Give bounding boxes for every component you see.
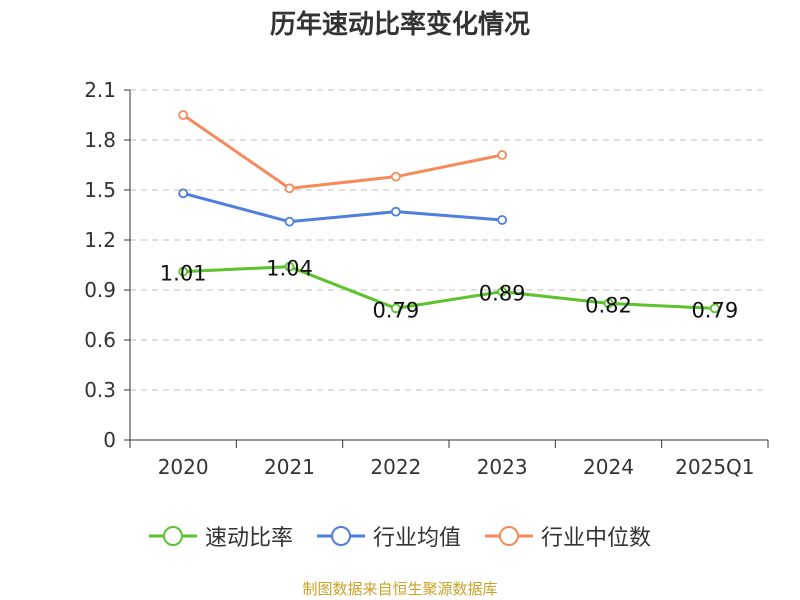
data-point [284,216,295,227]
legend-label: 速动比率 [204,526,293,551]
data-point [178,266,189,277]
legend-marker-icon [485,526,533,546]
data-point [603,298,614,309]
y-tick-label: 0.9 [84,278,116,302]
data-point [284,261,295,272]
data-point [390,206,401,217]
legend-marker-icon [148,526,197,546]
data-point [178,110,189,120]
data-point [390,303,401,314]
series-line [182,191,503,224]
y-tick-label: 0.3 [84,378,116,402]
legend-marker-icon [316,526,365,546]
legend-item-industry-mean[interactable]: 行业均值 [316,520,461,552]
x-tick-label: 2021 [264,455,315,479]
x-tick-label: 2023 [477,455,528,479]
data-point [709,303,720,314]
data-point [390,171,401,182]
data-label: 0.82 [585,293,632,317]
chart-title: 历年速动比率变化情况 [269,10,530,40]
x-tick-label: 2025Q1 [675,455,754,479]
y-tick-label: 0 [103,428,116,452]
data-point [178,188,189,199]
data-point [497,286,508,297]
chart-legend: 速动比率 行业均值 行业中位数 [0,520,800,552]
x-tick-label: 2022 [370,455,421,479]
legend-item-quick-ratio[interactable]: 速动比率 [148,520,293,552]
y-tick-label: 0.6 [84,328,116,352]
x-tick-label: 2020 [158,455,209,479]
data-point [497,150,508,160]
y-tick-label: 2.1 [84,78,116,102]
y-tick-label: 1.2 [84,228,116,252]
legend-item-industry-median[interactable]: 行业中位数 [485,520,651,552]
data-point [284,183,295,194]
data-label: 1.01 [160,262,207,286]
data-label: 0.89 [479,282,526,306]
y-tick-label: 1.8 [84,128,116,152]
y-tick-label: 1.5 [84,178,116,202]
x-tick-label: 2024 [583,455,634,479]
series-line [183,265,715,310]
data-label: 1.04 [266,257,313,281]
source-note: 制图数据来自恒生聚源数据库 [302,580,498,598]
legend-label: 行业均值 [372,526,461,551]
data-label: 0.79 [691,298,738,322]
data-label: 0.79 [372,298,419,322]
legend-label: 行业中位数 [541,526,652,551]
data-point [497,215,508,225]
series-line [182,113,503,190]
